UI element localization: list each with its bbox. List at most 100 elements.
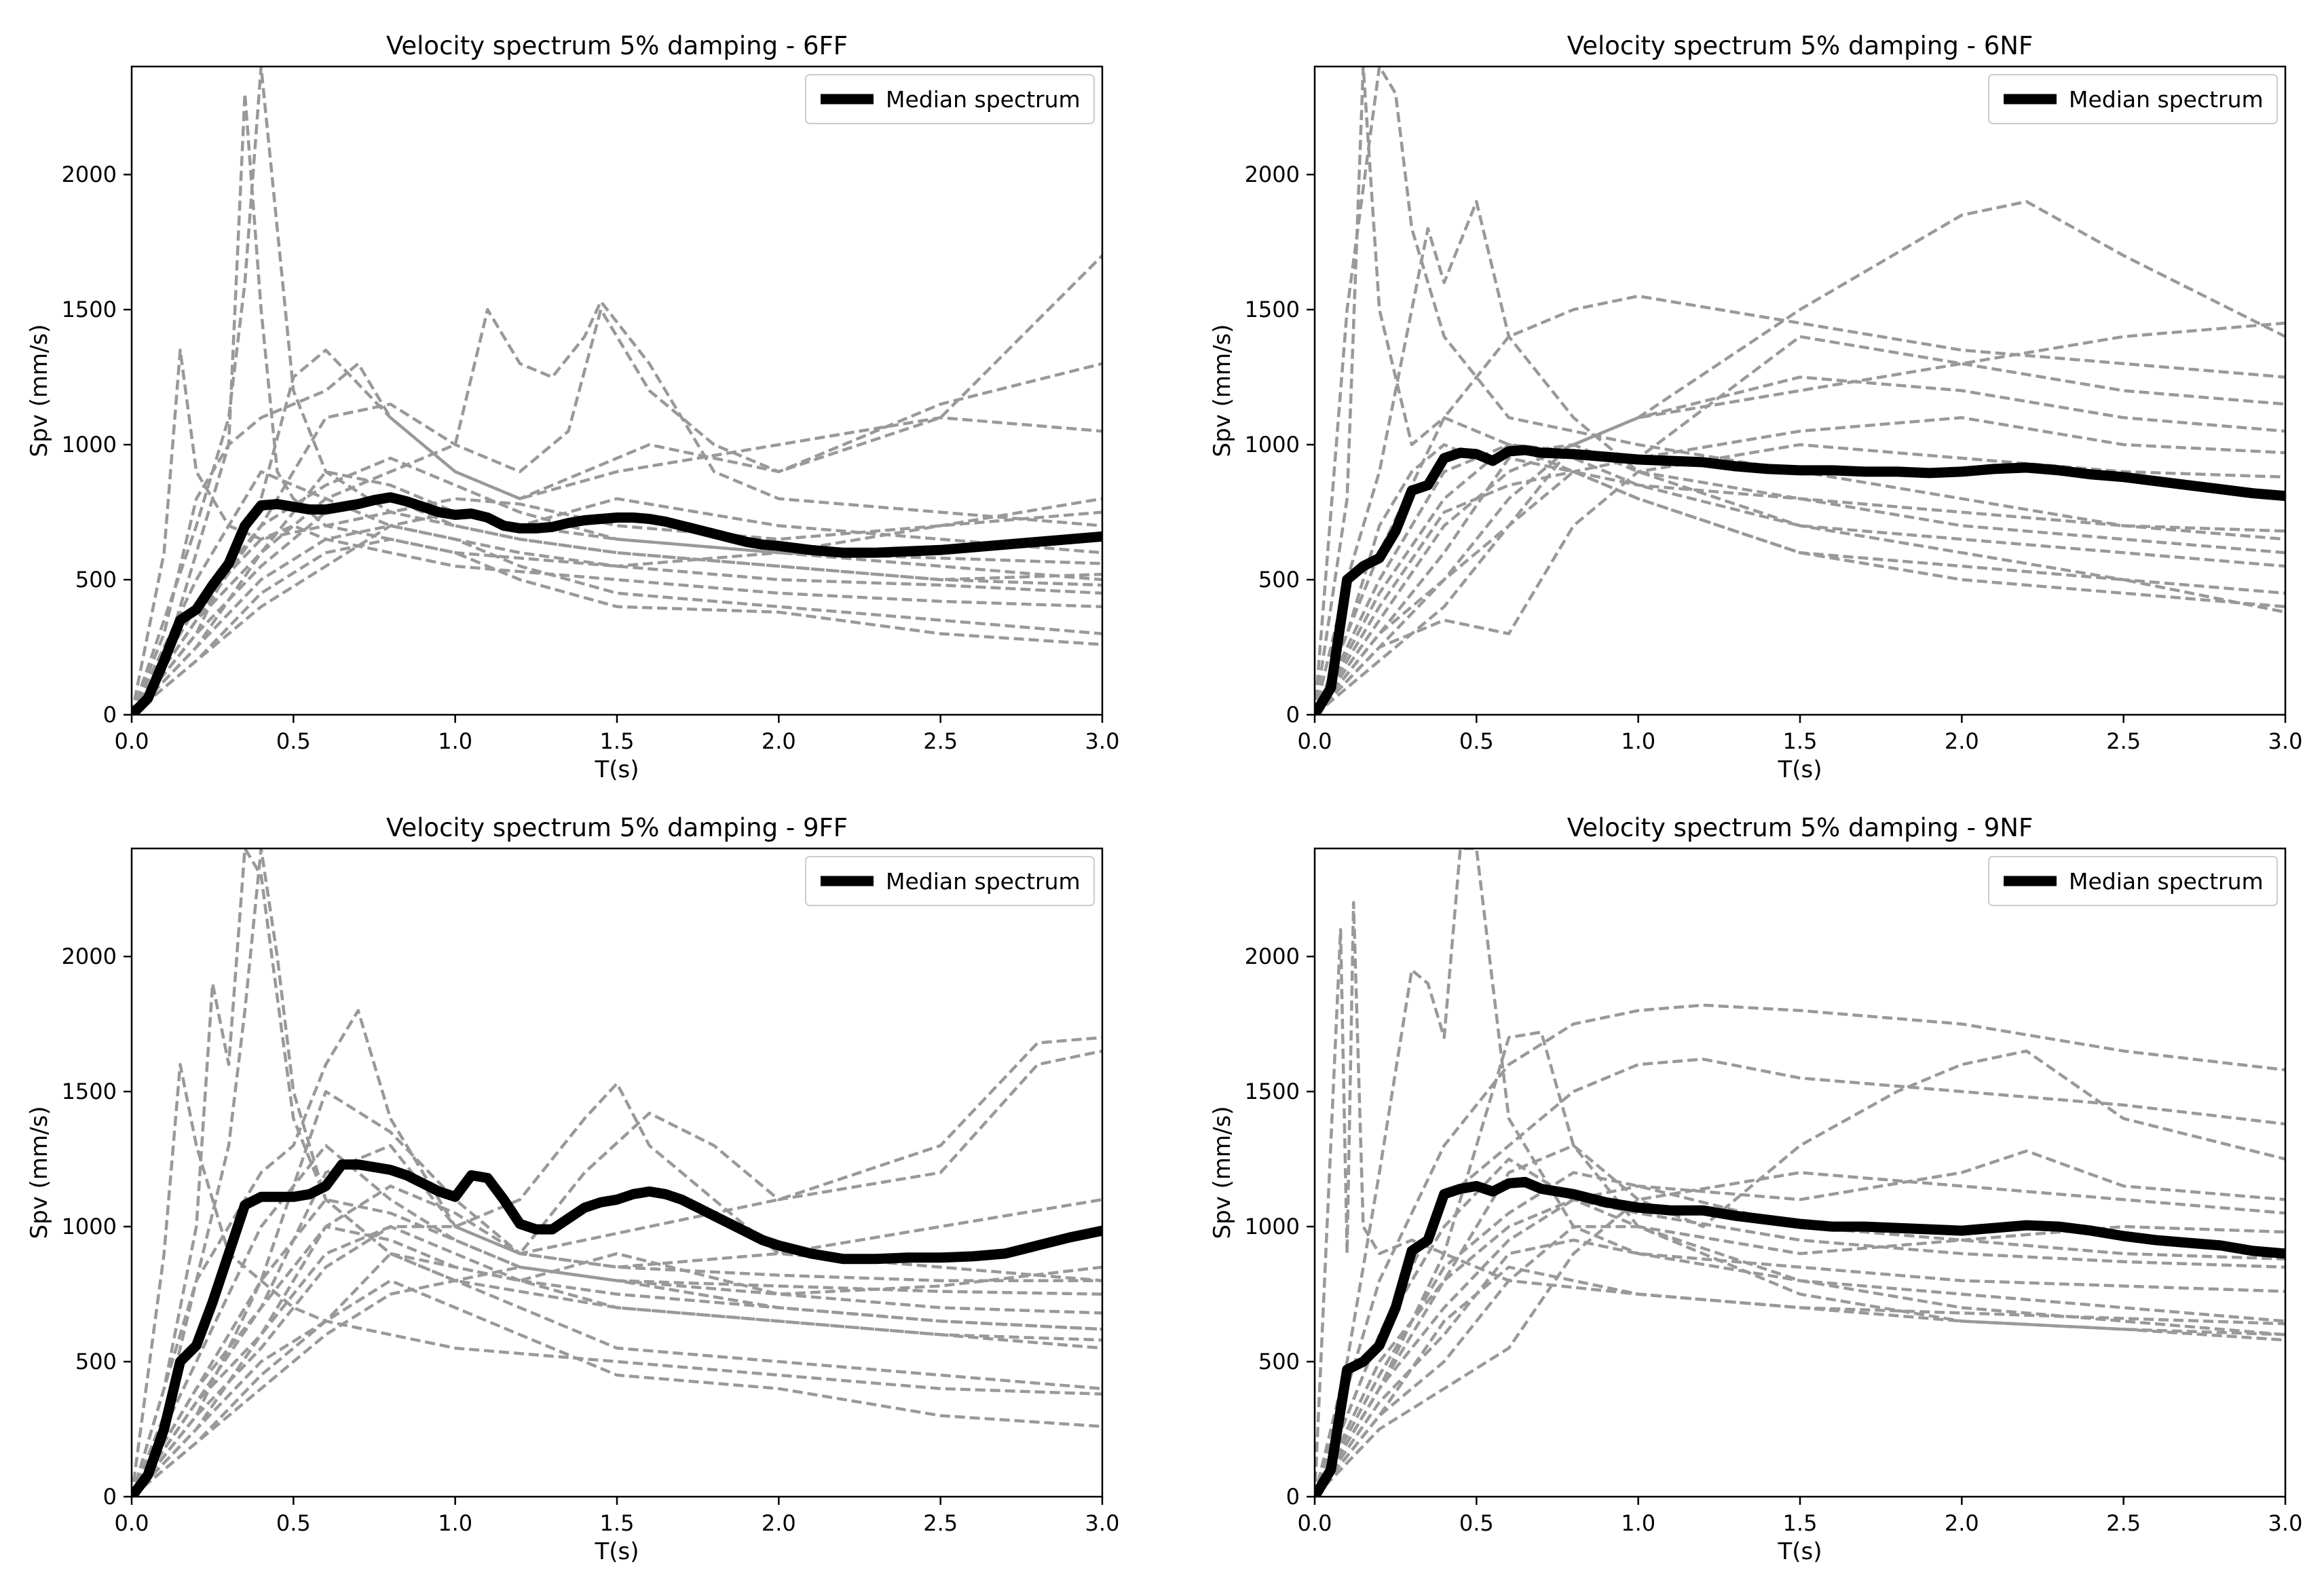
x-tick-label: 0.0 bbox=[115, 1510, 149, 1536]
record-spectrum-line bbox=[1315, 1157, 2285, 1497]
x-tick-label: 0.0 bbox=[1298, 728, 1332, 754]
y-tick-label: 1000 bbox=[1245, 1214, 1300, 1239]
x-tick-label: 2.0 bbox=[762, 1510, 796, 1536]
x-tick-label: 0.0 bbox=[115, 728, 149, 754]
record-spectrum-line bbox=[132, 1089, 1102, 1497]
record-spectrum-line bbox=[1315, 321, 2285, 715]
record-spectrum-line bbox=[1315, 443, 2285, 715]
x-tick-label: 1.5 bbox=[600, 728, 635, 754]
legend: Median spectrum bbox=[1988, 856, 2278, 906]
y-tick-label: 500 bbox=[75, 567, 117, 593]
x-tick-label: 3.0 bbox=[2268, 728, 2303, 754]
x-tick-label: 2.5 bbox=[923, 728, 958, 754]
x-tick-label: 2.5 bbox=[2106, 728, 2141, 754]
record-spectrum-line bbox=[132, 67, 1102, 715]
record-spectrum-line bbox=[132, 1225, 1102, 1497]
x-tick-label: 1.5 bbox=[1783, 1510, 1818, 1536]
x-axis-label: T(s) bbox=[594, 756, 639, 783]
record-spectrum-line bbox=[1315, 375, 2285, 715]
y-tick-label: 1500 bbox=[1245, 297, 1300, 322]
x-tick-label: 1.0 bbox=[1621, 728, 1655, 754]
x-tick-label: 2.0 bbox=[1945, 1510, 1979, 1536]
x-tick-label: 0.5 bbox=[1459, 1510, 1494, 1536]
legend-box bbox=[1988, 856, 2278, 906]
record-spectrum-line bbox=[132, 510, 1102, 715]
record-spectrum-line bbox=[132, 497, 1102, 715]
x-tick-label: 2.5 bbox=[923, 1510, 958, 1536]
x-tick-label: 0.0 bbox=[1298, 1510, 1332, 1536]
legend: Median spectrum bbox=[805, 74, 1095, 124]
record-spectrum-line bbox=[132, 1265, 1102, 1497]
record-spectrum-line bbox=[132, 1184, 1102, 1497]
y-tick-label: 0 bbox=[103, 1484, 117, 1510]
record-spectrum-line bbox=[1315, 443, 2285, 715]
record-spectra bbox=[1315, 848, 2285, 1497]
record-spectrum-line bbox=[1315, 1171, 2285, 1497]
y-tick-label: 2000 bbox=[62, 943, 117, 969]
legend-label: Median spectrum bbox=[886, 86, 1081, 113]
record-spectrum-line bbox=[1315, 470, 2285, 715]
record-spectrum-line bbox=[1315, 1049, 2285, 1497]
y-tick-label: 1000 bbox=[62, 432, 117, 457]
y-tick-label: 1000 bbox=[1245, 432, 1300, 457]
record-spectrum-line bbox=[132, 299, 1102, 715]
chart-title: Velocity spectrum 5% damping - 6FF bbox=[386, 31, 848, 60]
x-axis-label: T(s) bbox=[594, 1538, 639, 1565]
y-axis-label: Spv (mm/s) bbox=[1209, 1106, 1236, 1239]
x-tick-label: 2.0 bbox=[1945, 728, 1979, 754]
y-axis-label: Spv (mm/s) bbox=[26, 1106, 53, 1239]
record-spectrum-line bbox=[132, 470, 1102, 715]
x-tick-label: 0.5 bbox=[276, 1510, 311, 1536]
record-spectrum-line bbox=[132, 1144, 1102, 1497]
x-tick-label: 1.0 bbox=[1621, 1510, 1655, 1536]
y-tick-label: 2000 bbox=[62, 162, 117, 187]
record-spectrum-line bbox=[132, 848, 1102, 1497]
record-spectra bbox=[132, 848, 1102, 1497]
record-spectrum-line bbox=[132, 1063, 1102, 1497]
record-spectrum-line bbox=[1315, 1003, 2285, 1497]
y-tick-label: 500 bbox=[1258, 567, 1300, 593]
chart-panel-3: Velocity spectrum 5% damping - 9FF 0.0 0.5… bbox=[26, 813, 1119, 1565]
legend-label: Median spectrum bbox=[886, 868, 1081, 895]
x-tick-label: 1.5 bbox=[600, 1510, 635, 1536]
record-spectrum-line bbox=[132, 497, 1102, 715]
legend: Median spectrum bbox=[805, 856, 1095, 906]
y-tick-label: 1500 bbox=[1245, 1079, 1300, 1104]
record-spectrum-line bbox=[1315, 67, 2285, 715]
record-spectrum-line bbox=[1315, 1058, 2285, 1497]
record-spectrum-line bbox=[132, 848, 1102, 1497]
record-spectrum-line bbox=[1315, 1225, 2285, 1497]
y-tick-label: 1500 bbox=[62, 297, 117, 322]
x-axis-label: T(s) bbox=[1777, 1538, 1822, 1565]
median-spectrum-line bbox=[132, 1159, 1102, 1497]
plot-frame bbox=[130, 847, 1104, 1498]
record-spectrum-line bbox=[132, 92, 1102, 715]
record-spectrum-line bbox=[1315, 67, 2285, 715]
y-tick-label: 1500 bbox=[62, 1079, 117, 1104]
record-spectrum-line bbox=[132, 1198, 1102, 1497]
median-spectrum-line bbox=[1315, 1176, 2285, 1497]
legend-box bbox=[805, 74, 1095, 124]
median-spectrum-line bbox=[1315, 445, 2285, 715]
x-tick-label: 3.0 bbox=[2268, 1510, 2303, 1536]
record-spectrum-line bbox=[132, 1009, 1102, 1497]
record-spectrum-line bbox=[132, 1081, 1102, 1497]
chart-panel-2: Velocity spectrum 5% damping - 6NF 0.0 0.5… bbox=[1209, 31, 2302, 783]
x-tick-label: 2.5 bbox=[2106, 1510, 2141, 1536]
y-tick-label: 1000 bbox=[62, 1214, 117, 1239]
x-tick-label: 2.0 bbox=[762, 728, 796, 754]
legend-box bbox=[805, 856, 1095, 906]
chart-title: Velocity spectrum 5% damping - 9FF bbox=[386, 813, 848, 842]
record-spectrum-line bbox=[1315, 1030, 2285, 1497]
record-spectrum-line bbox=[132, 307, 1102, 715]
median-spectrum-line bbox=[132, 492, 1102, 715]
record-spectrum-line bbox=[1315, 1149, 2285, 1497]
plot-frame bbox=[1313, 847, 2287, 1498]
x-axis-label: T(s) bbox=[1777, 756, 1822, 783]
record-spectrum-line bbox=[132, 348, 1102, 715]
y-tick-label: 500 bbox=[75, 1349, 117, 1375]
x-tick-label: 1.5 bbox=[1783, 728, 1818, 754]
y-tick-label: 500 bbox=[1258, 1349, 1300, 1375]
record-spectrum-line bbox=[132, 1225, 1102, 1497]
